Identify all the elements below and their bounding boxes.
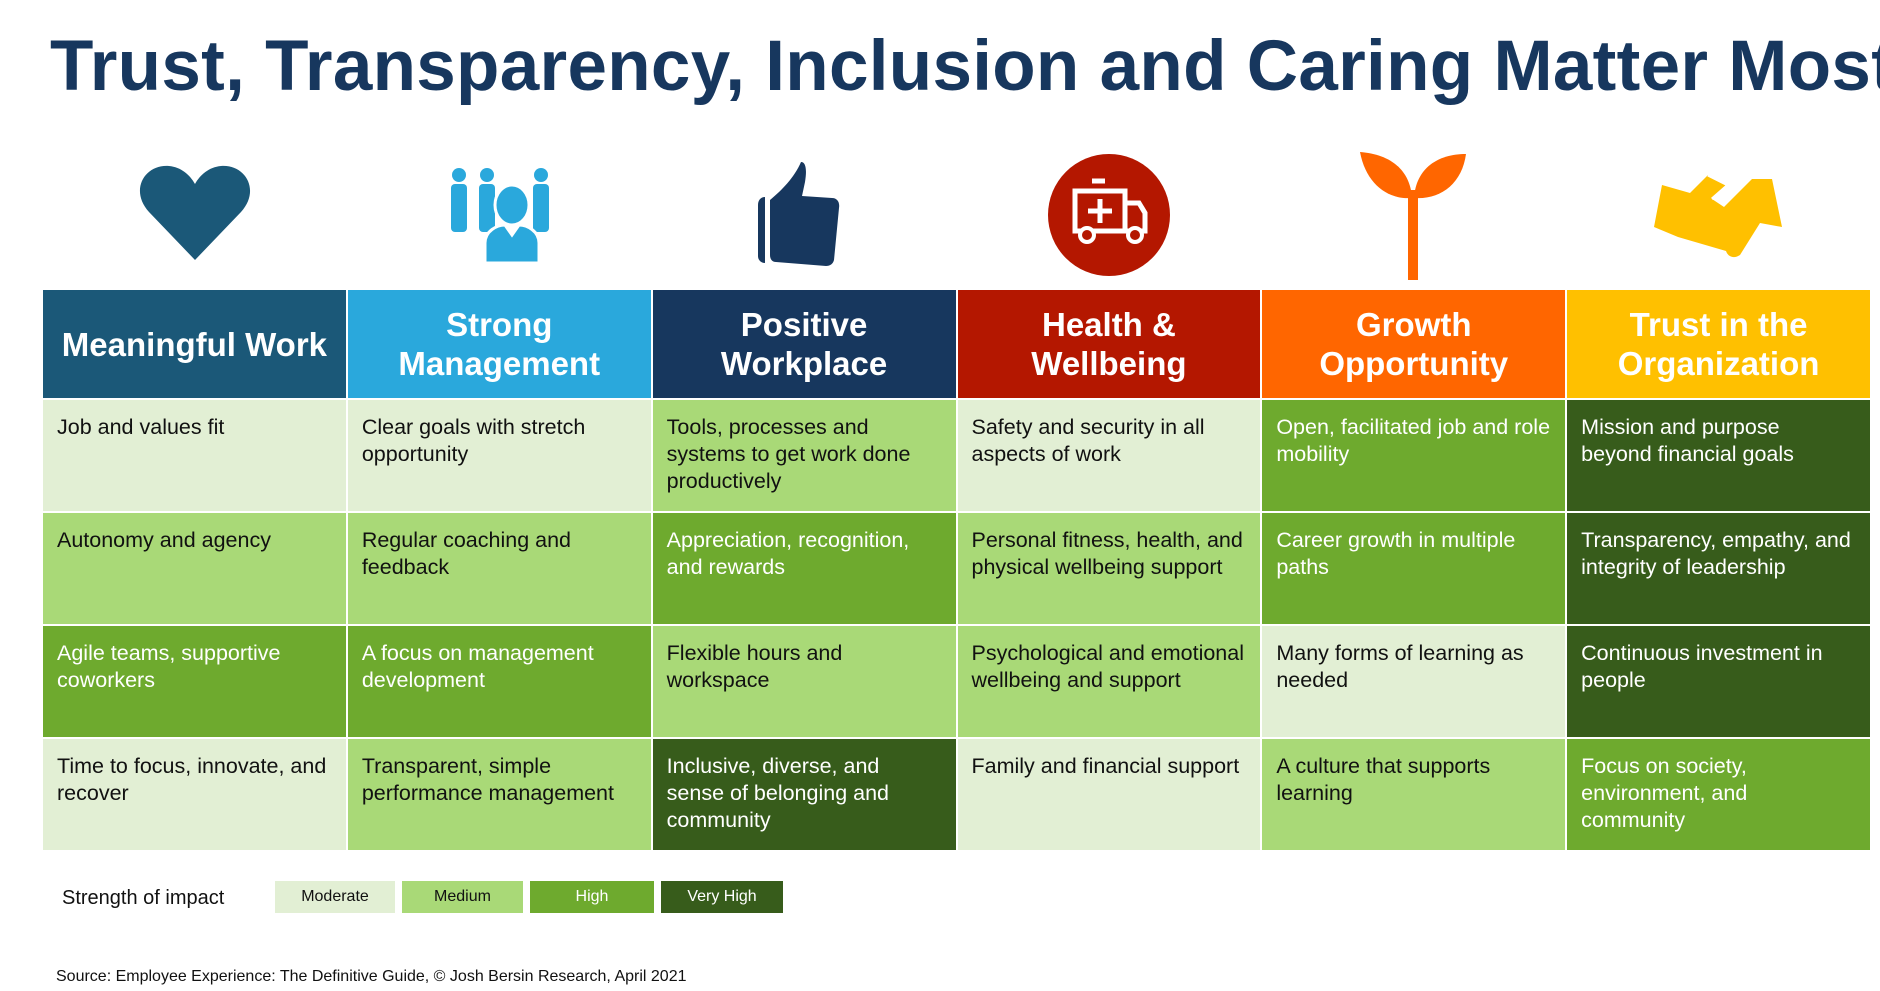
handshake-icon — [1566, 150, 1871, 280]
matrix-cell: A focus on management development — [347, 626, 651, 737]
column-header: Meaningful Work — [43, 290, 346, 398]
matrix-cell: Appreciation, recognition, and rewards — [652, 513, 956, 624]
matrix-cell: Family and financial support — [957, 739, 1261, 850]
icon-row — [43, 150, 1870, 280]
matrix-cell: Open, facilitated job and role mobility — [1262, 400, 1566, 511]
legend-item-moderate: Moderate — [275, 881, 395, 913]
matrix-cell: Mission and purpose beyond financial goa… — [1567, 400, 1870, 511]
matrix-cell: Psychological and emotional wellbeing an… — [957, 626, 1261, 737]
legend-item-very-high: Very High — [661, 881, 783, 913]
matrix-cell: Focus on society, environment, and commu… — [1567, 739, 1870, 850]
matrix-cell: Transparency, empathy, and integrity of … — [1567, 513, 1870, 624]
legend-item-high: High — [530, 881, 654, 913]
impact-matrix: Meaningful Work Strong Management Positive… — [43, 290, 1870, 850]
team-icon — [348, 150, 653, 280]
matrix-cell: Transparent, simple performance manageme… — [347, 739, 651, 850]
matrix-cell: Time to focus, innovate, and recover — [43, 739, 346, 850]
matrix-cell: Many forms of learning as needed — [1262, 626, 1566, 737]
matrix-cell: Regular coaching and feedback — [347, 513, 651, 624]
legend-label: Strength of impact — [62, 887, 225, 909]
page-title: Trust, Transparency, Inclusion and Carin… — [50, 27, 1880, 106]
matrix-cell: Agile teams, supportive coworkers — [43, 626, 346, 737]
column-header: Trust in the Organization — [1567, 290, 1870, 398]
sprout-icon — [1261, 150, 1566, 280]
thumbs-up-icon — [652, 150, 957, 280]
matrix-cell: Inclusive, diverse, and sense of belongi… — [652, 739, 956, 850]
matrix-cell: Safety and security in all aspects of wo… — [957, 400, 1261, 511]
column-header: Health & Wellbeing — [957, 290, 1261, 398]
matrix-cell: Continuous investment in people — [1567, 626, 1870, 737]
matrix-cell: Job and values fit — [43, 400, 346, 511]
matrix-cell: Autonomy and agency — [43, 513, 346, 624]
matrix-cell: Tools, processes and systems to get work… — [652, 400, 956, 511]
matrix-cell: Career growth in multiple paths — [1262, 513, 1566, 624]
column-header: Strong Management — [347, 290, 651, 398]
heart-icon — [43, 150, 348, 280]
matrix-cell: Clear goals with stretch opportunity — [347, 400, 651, 511]
matrix-cell: A culture that supports learning — [1262, 739, 1566, 850]
legend-item-medium: Medium — [402, 881, 523, 913]
matrix-cell: Personal fitness, health, and physical w… — [957, 513, 1261, 624]
ambulance-icon — [957, 150, 1262, 280]
source-note: Source: Employee Experience: The Definit… — [56, 968, 687, 985]
matrix-cell: Flexible hours and workspace — [652, 626, 956, 737]
column-header: Growth Opportunity — [1262, 290, 1566, 398]
column-header: Positive Workplace — [652, 290, 956, 398]
